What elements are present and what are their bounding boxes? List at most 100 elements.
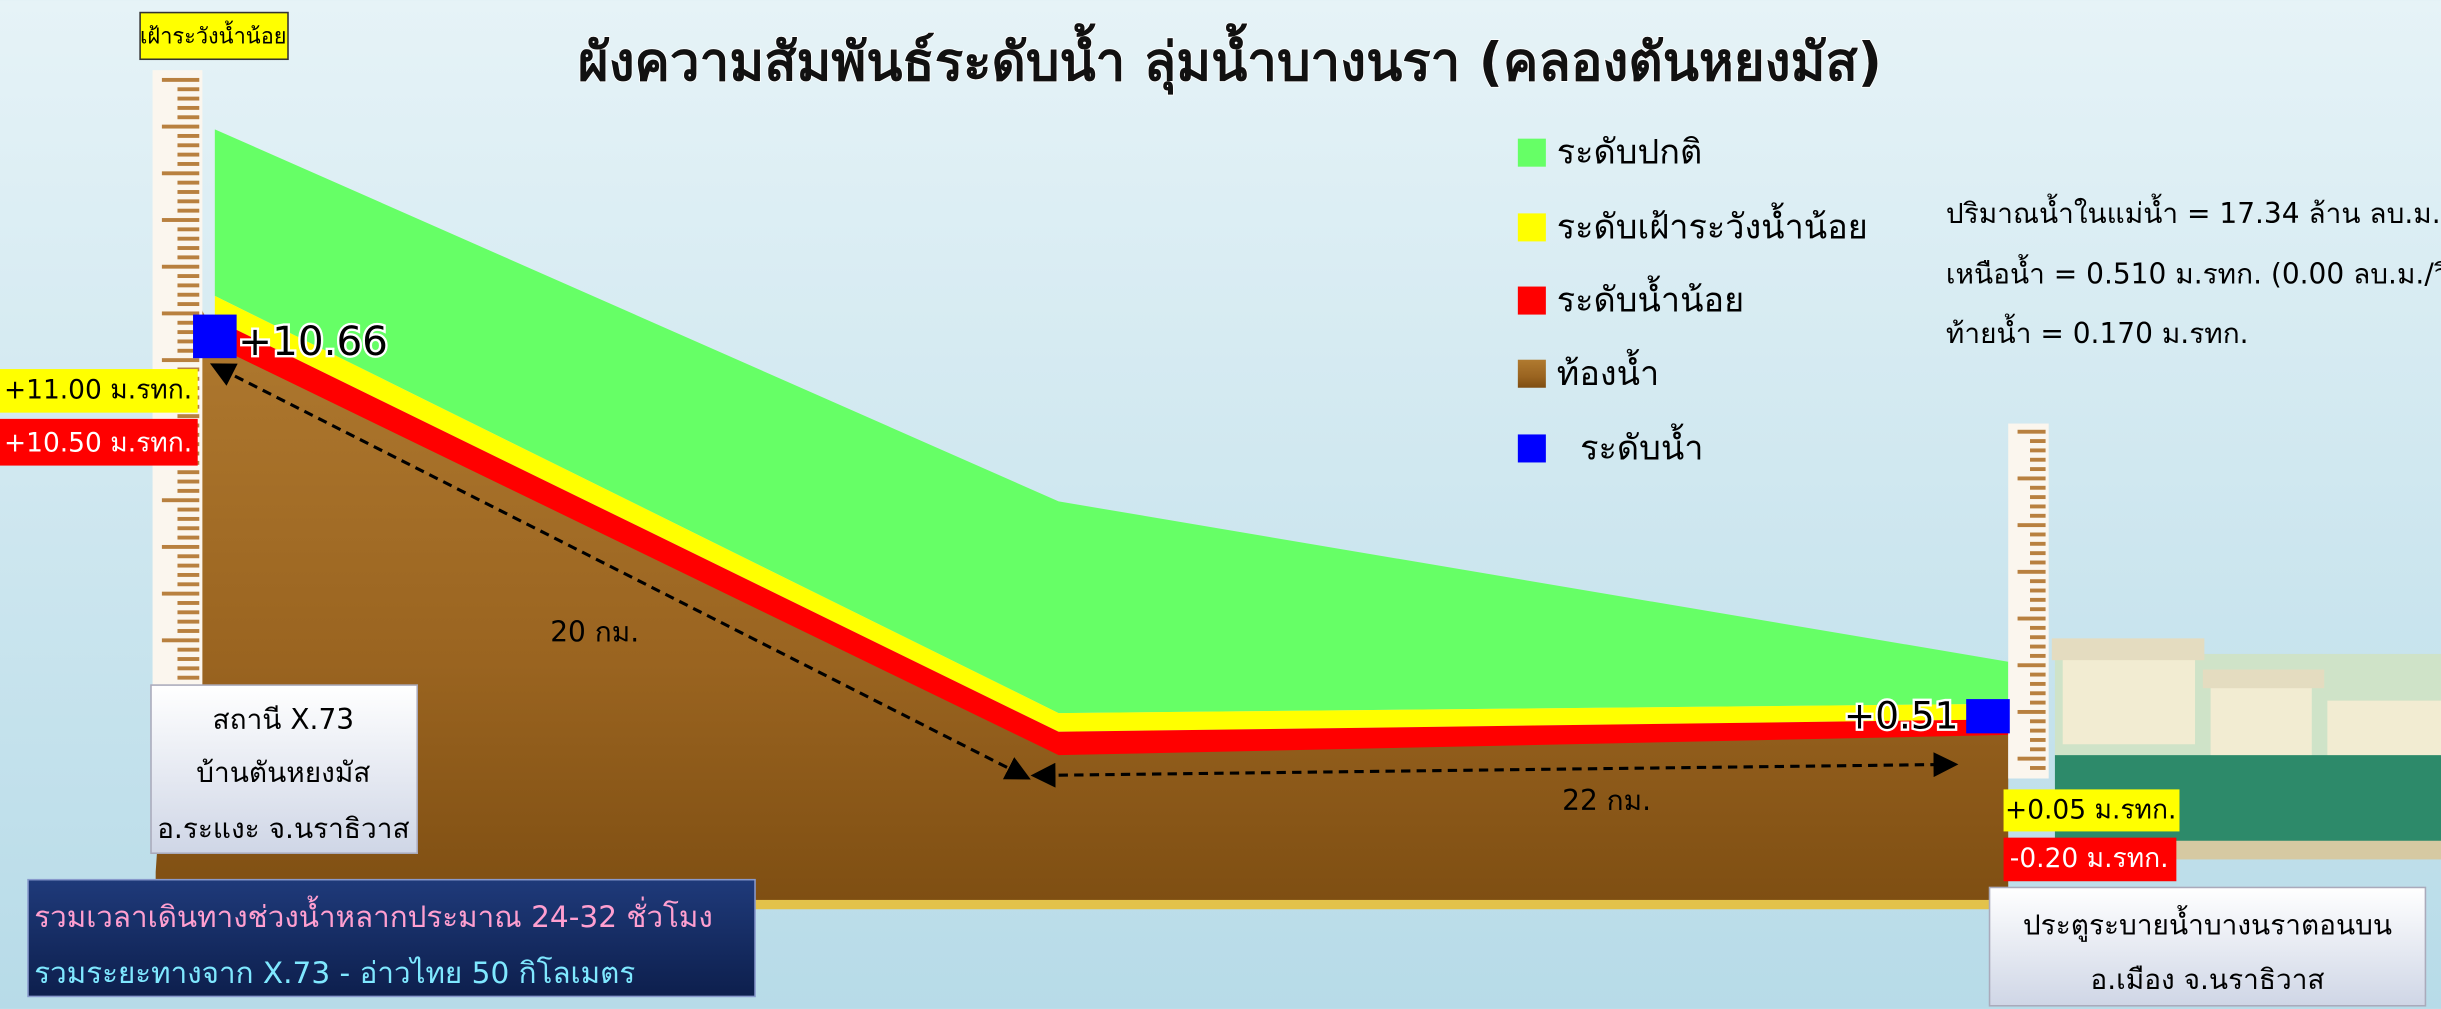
gauge-tick [2030,625,2046,630]
station-line: สถานี X.73 [213,703,355,736]
gauge-tick [2017,663,2046,668]
gauge-tick [161,124,200,129]
gauge-tick [177,582,200,587]
info-line: เหนือน้ำ = 0.510 ม.รทก. (0.00 ลบ.ม./วินา… [1946,254,2441,291]
gauge-tick [2030,457,2046,462]
gauge-tick [177,162,200,166]
gauge-tick [161,264,200,269]
legend-label: ระดับเฝ้าระวังน้ำน้อย [1557,201,1868,247]
low-level-box [0,418,198,466]
gauge-tick [2017,616,2046,621]
water-level-marker [193,314,237,359]
gauge-tick [177,227,200,232]
gauge-tick [177,190,200,194]
info-line: ปริมาณน้ำในแม่น้ำ = 17.34 ล้าน ลบ.ม. [1946,193,2441,230]
gauge-tick [177,479,200,484]
gauge-tick [177,563,200,568]
gauge-tick [177,236,200,241]
gauge-tick [177,339,200,344]
flag-label: เฝ้าระวังน้ำน้อย [140,20,287,49]
gauge-tick [177,180,200,185]
flag [139,11,289,61]
gauge-tick [2030,448,2046,453]
gauge-tick [161,358,200,363]
gauge-tick [177,572,200,577]
station-line: อ.เมือง จ.นราธิวาส [2090,963,2324,996]
gauge-tick [177,526,200,531]
gauge-tick [2030,635,2046,640]
title: ผังความสัมพันธ์ระดับน้ำ ลุ่มน้ำบางนรา (ค… [578,23,1882,95]
distance-arrow [1030,752,1959,788]
watch-level-box [0,369,198,413]
gauge-tick [177,302,200,307]
watch-level: +11.00 ม.รทก. [4,374,192,405]
gauge-tick [2030,738,2046,742]
low-level: -0.20 ม.รทก. [2010,843,2169,874]
gauge-tick [2030,551,2046,556]
station-line: บ้านตันหยงมัส [196,756,370,789]
legend-swatch [1517,286,1546,315]
gauge-tick [177,610,200,615]
gauge-tick [177,647,200,652]
station-box [1988,886,2427,1007]
gauge-tick [177,601,200,605]
legend-label: ระดับปกติ [1557,133,1702,173]
watch-level-box [2003,789,2180,832]
legend-label: ระดับน้ำน้อย [1557,275,1744,321]
gauge-tick [177,143,200,148]
gauge-tick [2030,597,2046,602]
gauge-tick [2030,747,2046,752]
gauge-tick [2030,485,2046,490]
gauge-tick [177,666,200,671]
water-level: +0.51 [1844,693,1959,737]
water-level-marker [1966,699,2010,734]
gauge-tick [2017,709,2046,714]
gauge-tick [177,283,200,288]
gauge-tick [177,87,200,92]
gauge-tick [177,507,200,512]
riverbed-edge [155,899,2009,910]
gauge-tick [2030,504,2046,509]
gauge-tick [161,498,200,503]
gauge-tick [177,554,200,559]
gauge-tick [2030,607,2046,612]
legend-swatch [1517,359,1546,388]
gauge-tick [177,133,200,138]
gauge-tick [2030,560,2046,565]
gauge-tick [177,320,200,325]
station-line: อ.ระแงะ จ.นราธิวาส [157,812,409,845]
gauge-tick [177,152,200,157]
gauge-tick [2030,495,2046,500]
low-level: +10.50 ม.รทก. [4,427,192,458]
gauge-tick [2030,532,2046,537]
gauge-tick [177,488,200,493]
gauge-tick [2030,766,2046,770]
gauge-tick [2030,644,2046,649]
gauge-tick [177,619,200,624]
gauge-tick [2030,467,2046,472]
gauge-tick [177,255,200,260]
gauge-tick [2017,523,2046,528]
gauge-tick [177,535,200,540]
info-line: ท้ายน้ำ = 0.170 ม.รทก. [1946,313,2249,350]
distance-arrow [209,363,1031,780]
gauge-tick [2017,756,2046,761]
gauge-tick [177,414,200,419]
gauge-tick [177,675,200,680]
gauge-tick [2017,569,2046,574]
gauge-tick [177,199,200,204]
gauge-tick [177,246,200,250]
gauge-tick [2017,429,2046,434]
gauge-tick [2030,728,2046,733]
gauge-tick [2017,476,2046,481]
summary-line: รวมเวลาเดินทางช่วงน้ำหลากประมาณ 24-32 ชั… [34,896,713,934]
gauge-tick [2030,719,2046,724]
legend-swatch [1517,434,1546,463]
summary-box [27,878,756,998]
gauge-tick [161,638,200,643]
gauge-tick [177,208,200,213]
distance-label: 22 กม. [1562,784,1651,817]
gauge-tick [2030,588,2046,593]
distance-label: 20 กม. [550,616,639,649]
gauge-tick [177,657,200,661]
